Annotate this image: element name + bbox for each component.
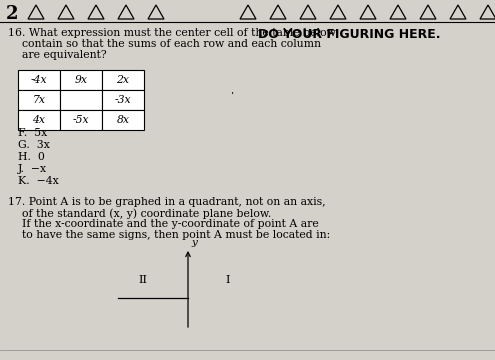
Bar <box>102 110 144 130</box>
Text: -3x: -3x <box>115 95 131 105</box>
Bar <box>18 70 60 90</box>
Text: 4x: 4x <box>33 115 46 125</box>
Text: 8x: 8x <box>116 115 130 125</box>
Text: 16. What expression must the center cell of the table below: 16. What expression must the center cell… <box>8 28 336 38</box>
Text: 9x: 9x <box>75 75 88 85</box>
Text: H.  0: H. 0 <box>18 152 45 162</box>
Text: ’: ’ <box>230 92 233 102</box>
Text: to have the same signs, then point A must be located in:: to have the same signs, then point A mus… <box>8 230 330 240</box>
Bar <box>18 90 60 110</box>
Text: y: y <box>191 238 197 247</box>
Text: -5x: -5x <box>73 115 89 125</box>
Text: If the x-coordinate and the y-coordinate of point A are: If the x-coordinate and the y-coordinate… <box>8 219 319 229</box>
Text: II: II <box>139 275 148 285</box>
Text: of the standard (x, y) coordinate plane below.: of the standard (x, y) coordinate plane … <box>8 208 271 219</box>
Text: F.  5x: F. 5x <box>18 128 47 138</box>
Text: G.  3x: G. 3x <box>18 140 50 150</box>
Bar <box>18 110 60 130</box>
Text: 7x: 7x <box>33 95 46 105</box>
Text: J.  −x: J. −x <box>18 164 47 174</box>
Text: K.  −4x: K. −4x <box>18 176 59 186</box>
Text: 2x: 2x <box>116 75 130 85</box>
Bar <box>102 70 144 90</box>
Bar <box>102 90 144 110</box>
Bar <box>60 90 102 110</box>
Text: contain so that the sums of each row and each column: contain so that the sums of each row and… <box>8 39 321 49</box>
Text: 17. Point A is to be graphed in a quadrant, not on an axis,: 17. Point A is to be graphed in a quadra… <box>8 197 326 207</box>
Bar <box>60 110 102 130</box>
Text: -4x: -4x <box>31 75 48 85</box>
Bar <box>60 70 102 90</box>
Text: I: I <box>226 275 230 285</box>
Text: 2: 2 <box>6 5 18 23</box>
Text: are equivalent?: are equivalent? <box>8 50 106 60</box>
Text: DO YOUR FIGURING HERE.: DO YOUR FIGURING HERE. <box>258 28 441 41</box>
